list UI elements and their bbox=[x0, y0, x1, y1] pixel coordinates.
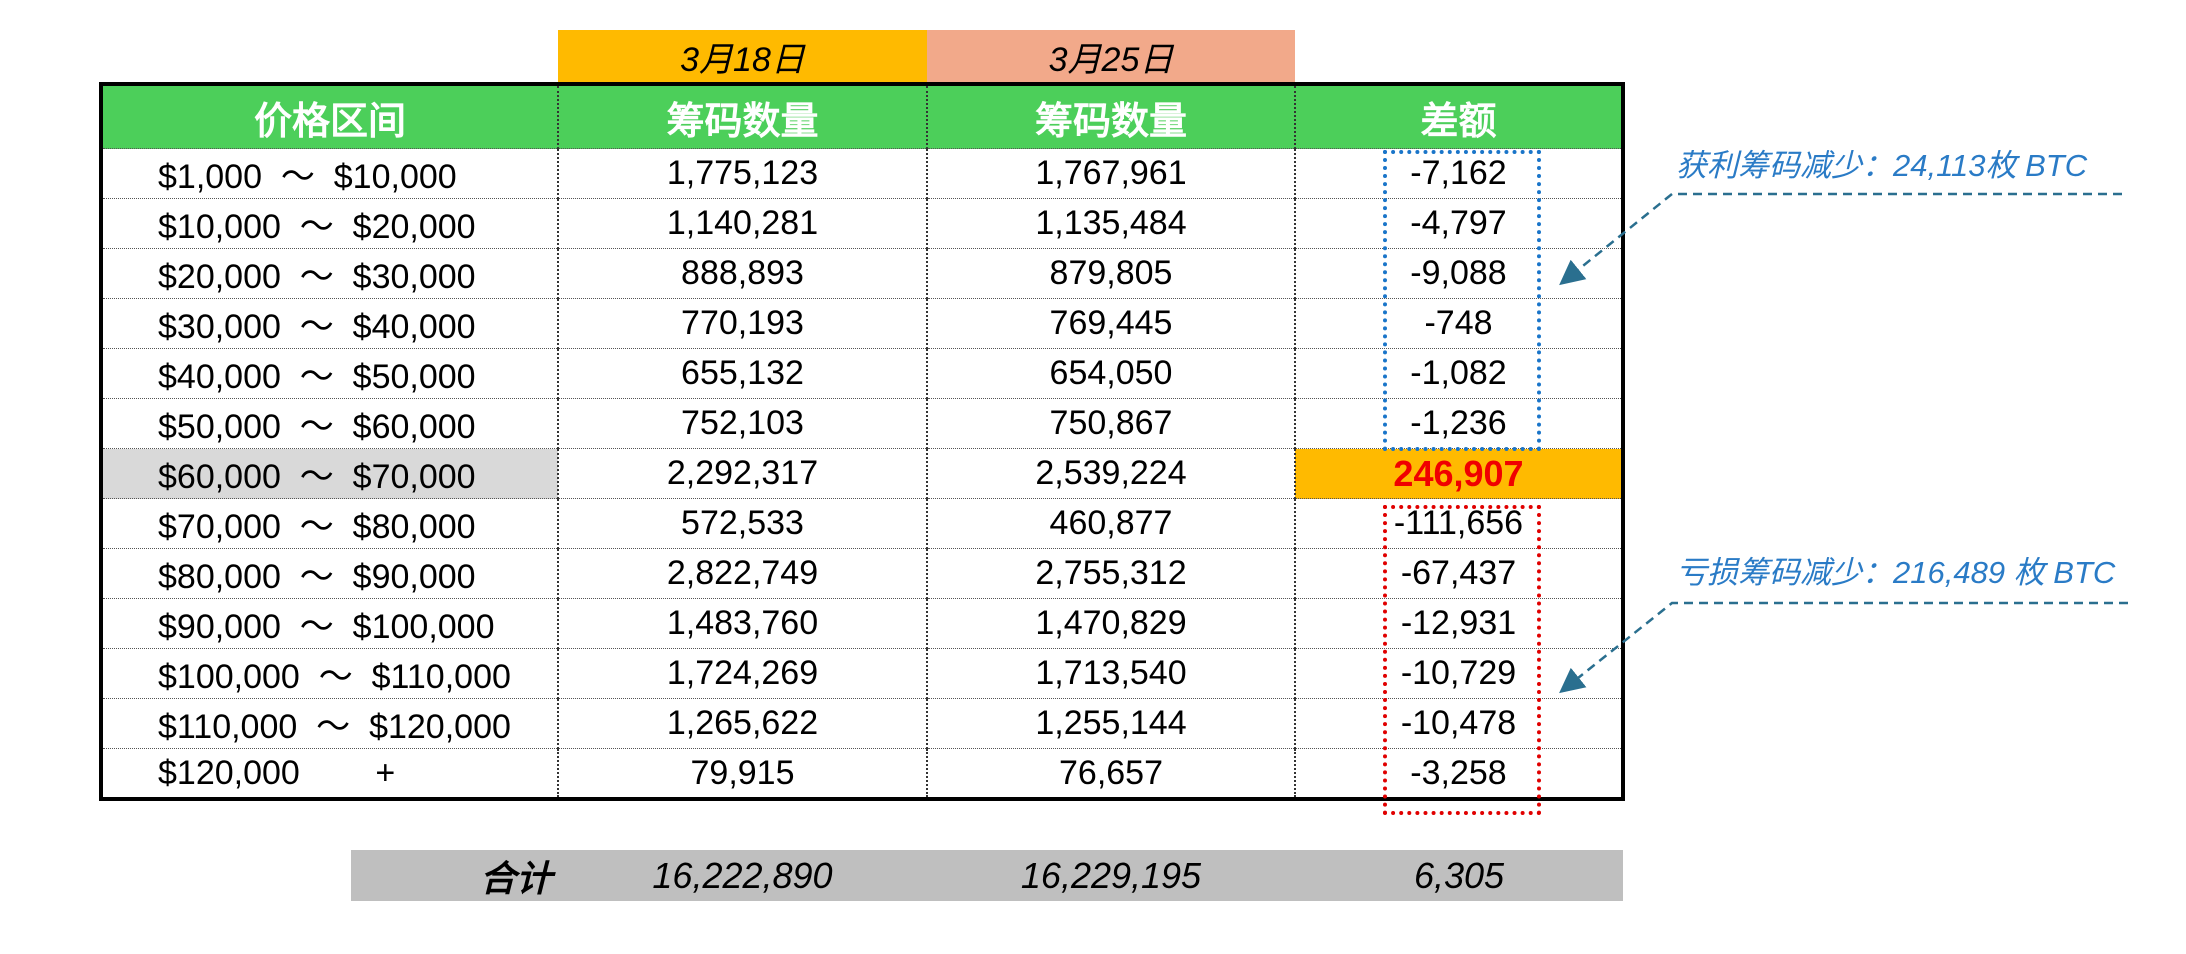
chips-mar18-cell: 655,132 bbox=[557, 348, 927, 399]
table-row: $70,000 ～ $80,000 572,533 460,877 -111,656 bbox=[101, 498, 1623, 549]
table-row: $90,000 ～ $100,000 1,483,760 1,470,829 -12,… bbox=[101, 598, 1623, 649]
difference-cell: -7,162 bbox=[1294, 148, 1623, 199]
difference-cell: 246,907 bbox=[1294, 448, 1623, 499]
difference-cell: -4,797 bbox=[1294, 198, 1623, 249]
price-range-cell: $90,000 ～ $100,000 bbox=[101, 598, 558, 649]
chips-mar25-cell: 750,867 bbox=[926, 398, 1295, 449]
chips-mar25-cell: 1,135,484 bbox=[926, 198, 1295, 249]
summary-label: 合计 bbox=[479, 857, 552, 899]
chips-mar18-cell: 1,265,622 bbox=[557, 698, 927, 749]
table-row: $1,000 ～ $10,000 1,775,123 1,767,961 -7,162 bbox=[101, 148, 1623, 199]
table-header-row: 价格区间 筹码数量 筹码数量 差额 bbox=[101, 84, 1623, 149]
table-row: $110,000 ～ $120,000 1,265,622 1,255,144 -10… bbox=[101, 698, 1623, 749]
chips-mar25-cell: 1,767,961 bbox=[926, 148, 1295, 199]
price-range-cell: $40,000 ～ $50,000 bbox=[101, 348, 558, 399]
chips-mar18-cell: 2,292,317 bbox=[557, 448, 927, 499]
column-header-chips-mar18: 筹码数量 bbox=[557, 84, 927, 149]
chips-mar18-cell: 1,483,760 bbox=[557, 598, 927, 649]
chips-mar18-cell: 752,103 bbox=[557, 398, 927, 449]
table-row: $120,000 +79,915 76,657 -3,258 bbox=[101, 748, 1623, 799]
loss-chips-box bbox=[1383, 505, 1541, 815]
price-range-cell: $100,000 ～ $110,000 bbox=[101, 648, 558, 699]
chips-mar18-cell: 770,193 bbox=[557, 298, 927, 349]
difference-cell: -10,478 bbox=[1294, 698, 1623, 749]
chip-distribution-table: 价格区间 筹码数量 筹码数量 差额 $1,000 ～ $10,000 1,775,… bbox=[99, 82, 1625, 801]
chips-mar18-cell: 2,822,749 bbox=[557, 548, 927, 599]
difference-cell: -1,236 bbox=[1294, 398, 1623, 449]
chips-mar25-cell: 1,470,829 bbox=[926, 598, 1295, 649]
chips-mar25-cell: 2,539,224 bbox=[926, 448, 1295, 499]
table-row: $40,000 ～ $50,000 655,132 654,050 -1,082 bbox=[101, 348, 1623, 399]
chips-mar18-cell: 888,893 bbox=[557, 248, 927, 299]
price-range-cell: $60,000 ～ $70,000 bbox=[101, 448, 558, 499]
chips-mar25-cell: 1,255,144 bbox=[926, 698, 1295, 749]
table-row: $60,000 ～ $70,000 2,292,317 2,539,224 246,9… bbox=[101, 448, 1623, 499]
chips-mar18-cell: 572,533 bbox=[557, 498, 927, 549]
chips-mar25-cell: 460,877 bbox=[926, 498, 1295, 549]
table-row: $100,000 ～ $110,000 1,724,269 1,713,540 -10… bbox=[101, 648, 1623, 699]
price-range-cell: $110,000 ～ $120,000 bbox=[101, 698, 558, 749]
summary-total-mar18: 16,222,890 bbox=[652, 854, 833, 896]
chips-mar25-cell: 769,445 bbox=[926, 298, 1295, 349]
profit-chips-box bbox=[1383, 150, 1541, 451]
date-header-mar18: 3月18日 bbox=[558, 30, 927, 82]
chips-mar18-cell: 1,140,281 bbox=[557, 198, 927, 249]
chips-mar18-cell: 1,775,123 bbox=[557, 148, 927, 199]
table-row: $80,000 ～ $90,000 2,822,749 2,755,312 -67,4… bbox=[101, 548, 1623, 599]
column-header-difference: 差额 bbox=[1294, 84, 1623, 149]
price-range-cell: $120,000 + bbox=[101, 748, 558, 799]
chips-mar25-cell: 2,755,312 bbox=[926, 548, 1295, 599]
summary-row: 合计 16,222,890 16,229,195 6,305 bbox=[351, 850, 1623, 901]
loss-arrow bbox=[1559, 601, 2128, 694]
chips-mar25-cell: 76,657 bbox=[926, 748, 1295, 799]
difference-cell: -12,931 bbox=[1294, 598, 1623, 649]
price-range-cell: $10,000 ～ $20,000 bbox=[101, 198, 558, 249]
difference-cell: -67,437 bbox=[1294, 548, 1623, 599]
column-header-price-range: 价格区间 bbox=[101, 84, 558, 149]
chips-mar25-cell: 654,050 bbox=[926, 348, 1295, 399]
difference-cell: -3,258 bbox=[1294, 748, 1623, 799]
summary-total-mar25: 16,229,195 bbox=[1020, 854, 1202, 896]
loss-annotation: 亏损筹码减少：216,489 枚 BTC bbox=[1676, 555, 2116, 590]
date-header-mar25: 3月25日 bbox=[927, 30, 1295, 82]
price-range-cell: $1,000 ～ $10,000 bbox=[101, 148, 558, 199]
chips-mar18-cell: 1,724,269 bbox=[557, 648, 927, 699]
profit-arrow bbox=[1559, 192, 2122, 286]
column-header-chips-mar25: 筹码数量 bbox=[926, 84, 1295, 149]
chips-mar25-cell: 1,713,540 bbox=[926, 648, 1295, 699]
table-row: $50,000 ～ $60,000 752,103 750,867 -1,236 bbox=[101, 398, 1623, 449]
price-range-cell: $80,000 ～ $90,000 bbox=[101, 548, 558, 599]
difference-cell: -1,082 bbox=[1294, 348, 1623, 399]
table-row: $10,000 ～ $20,000 1,140,281 1,135,484 -4,79… bbox=[101, 198, 1623, 249]
price-range-cell: $50,000 ～ $60,000 bbox=[101, 398, 558, 449]
price-range-cell: $20,000 ～ $30,000 bbox=[101, 248, 558, 299]
chips-mar18-cell: 79,915 bbox=[557, 748, 927, 799]
table-row: $30,000 ～ $40,000 770,193 769,445 -748 bbox=[101, 298, 1623, 349]
price-range-cell: $70,000 ～ $80,000 bbox=[101, 498, 558, 549]
price-range-cell: $30,000 ～ $40,000 bbox=[101, 298, 558, 349]
summary-total-diff: 6,305 bbox=[1413, 854, 1505, 896]
difference-cell: -748 bbox=[1294, 298, 1623, 349]
chips-mar25-cell: 879,805 bbox=[926, 248, 1295, 299]
profit-annotation: 获利筹码减少：24,113枚 BTC bbox=[1676, 148, 2088, 183]
